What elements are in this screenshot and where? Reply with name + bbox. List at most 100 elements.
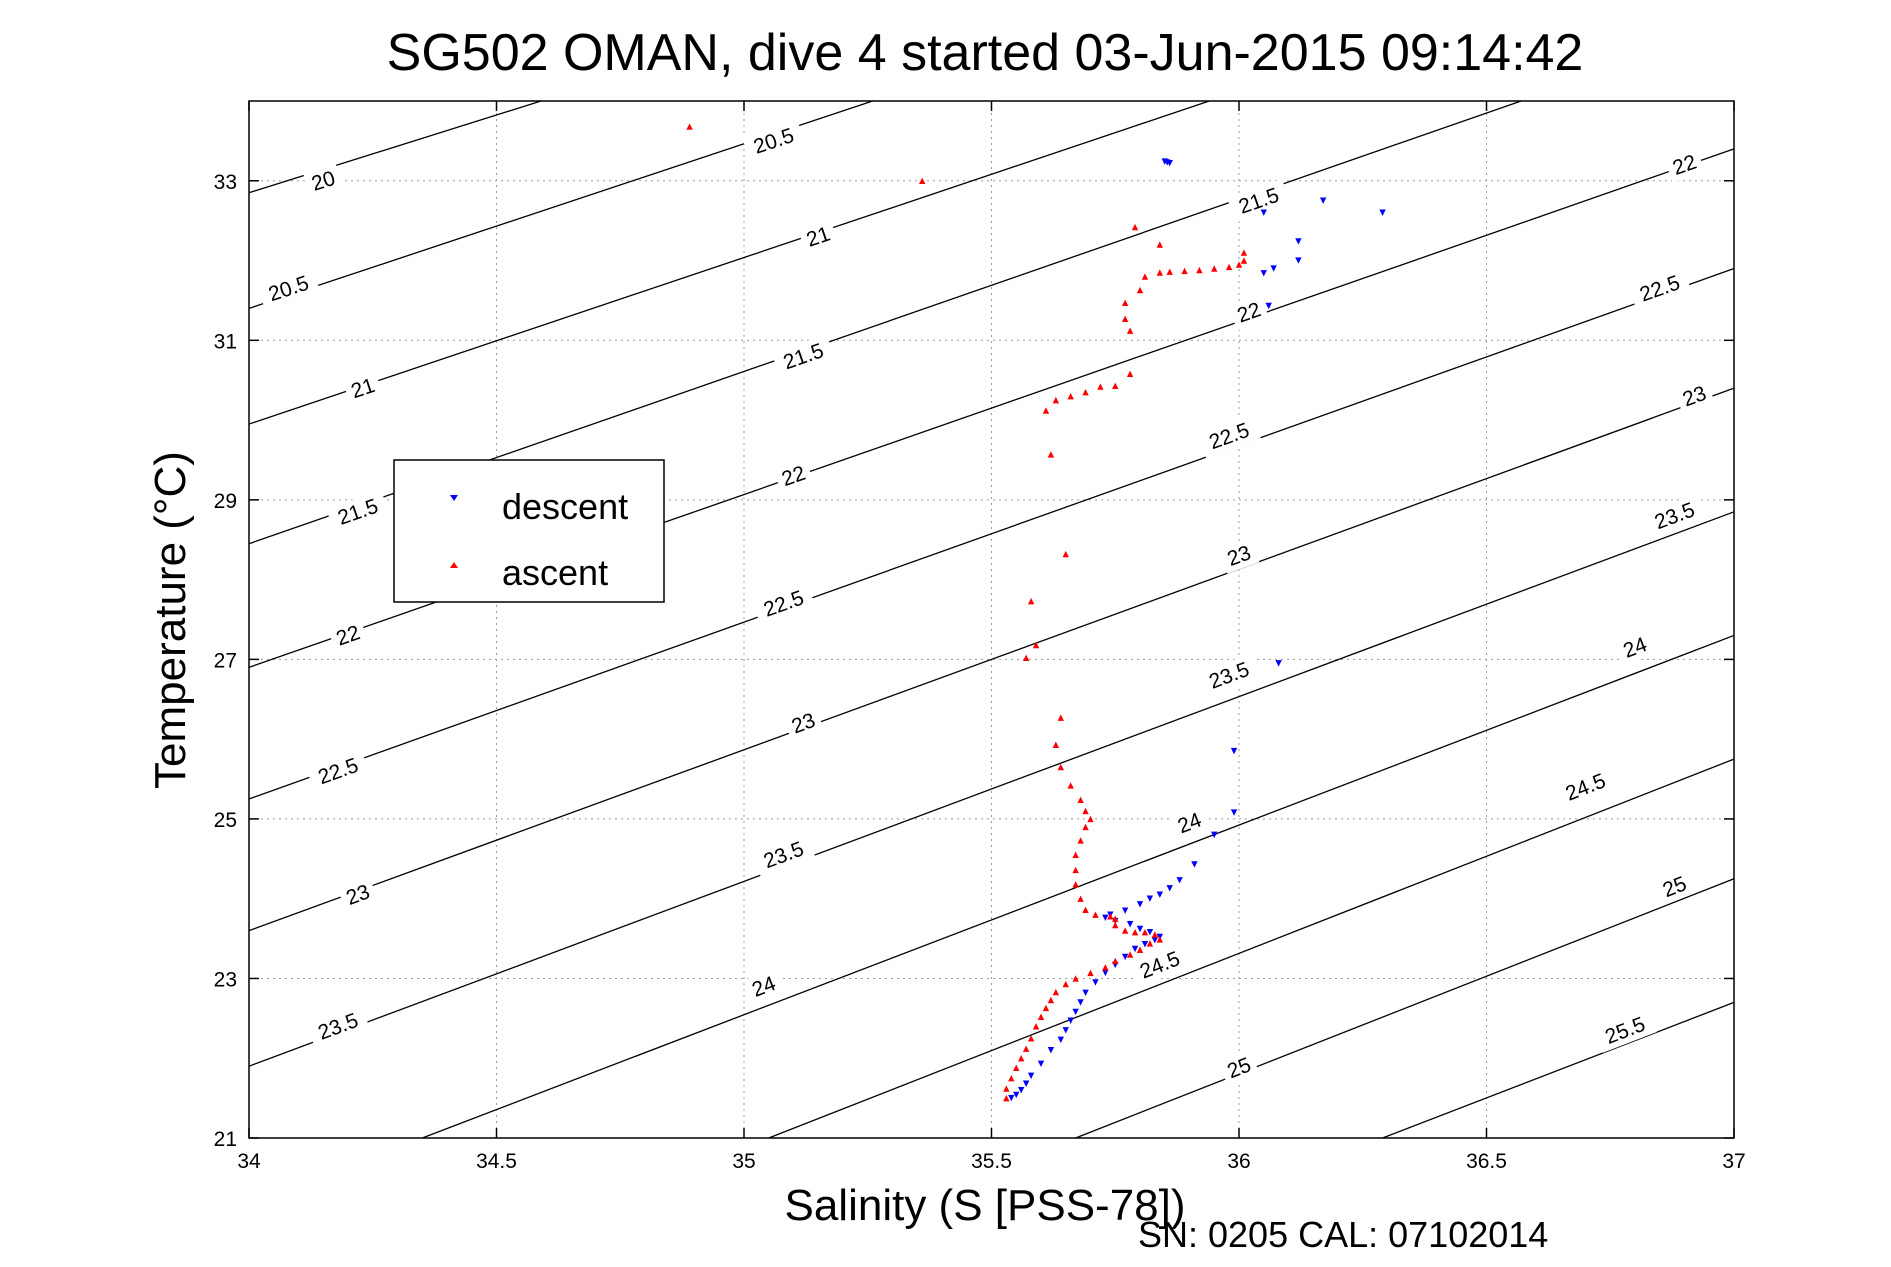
- descent-point: [1295, 257, 1302, 264]
- ascent-point: [1052, 988, 1060, 996]
- ascent-point: [1112, 957, 1119, 965]
- ascent-point: [1121, 927, 1129, 934]
- ascent-point: [1092, 911, 1099, 918]
- ascent-point: [1136, 286, 1144, 294]
- y-tick-label: 25: [214, 809, 237, 832]
- ascent-point: [1022, 654, 1030, 661]
- descent-point: [1037, 1060, 1045, 1068]
- contour-label-background: [326, 490, 390, 534]
- legend-box: [393, 459, 665, 603]
- contour-label-background: [782, 705, 824, 742]
- descent-point: [1102, 914, 1109, 922]
- ascent-point: [1037, 1013, 1045, 1020]
- contour-label-background: [1218, 537, 1260, 574]
- data-points: [686, 123, 1386, 1102]
- descent-point: [1260, 209, 1267, 216]
- descent-point: [1146, 895, 1154, 902]
- contour-label-background: [1664, 146, 1705, 183]
- x-tick-label: 36: [1227, 1150, 1250, 1173]
- ascent-point: [1062, 550, 1069, 558]
- ascent-point: [1112, 382, 1119, 389]
- legend: descent ascent: [393, 459, 665, 603]
- ascent-point: [1032, 1023, 1040, 1030]
- contour-label-group: 25: [1654, 868, 1696, 906]
- legend-descent-marker: [450, 495, 458, 501]
- ascent-point: [1121, 315, 1129, 322]
- contour-label-background: [773, 458, 814, 494]
- descent-point: [1022, 1080, 1030, 1087]
- ascent-point: [1082, 906, 1089, 914]
- ascent-point: [1141, 273, 1149, 280]
- y-tick-label: 23: [214, 968, 237, 991]
- ascent-point: [1057, 763, 1064, 771]
- ascent-point: [1062, 980, 1069, 988]
- ascent-point: [1003, 1094, 1010, 1102]
- descent-point: [1319, 197, 1327, 204]
- y-tick-label: 21: [214, 1128, 237, 1151]
- plot-area: 2020.520.5212121.521.521.52222222222.522…: [248, 100, 1735, 1139]
- y-tick-label: 31: [214, 330, 237, 353]
- contour-label-group: 21: [797, 218, 839, 255]
- descent-point: [1230, 747, 1238, 755]
- contour-label-background: [303, 163, 344, 199]
- x-tick-label: 34: [237, 1150, 261, 1173]
- contour-label-background: [1227, 178, 1291, 223]
- descent-point: [1176, 877, 1183, 884]
- descent-point: [1047, 1047, 1055, 1054]
- descent-point: [1191, 861, 1198, 868]
- ascent-point: [1042, 1004, 1050, 1012]
- descent-point: [1013, 1091, 1020, 1099]
- contour-label-background: [1593, 1007, 1657, 1053]
- descent-point: [1121, 907, 1129, 914]
- ascent-point: [686, 123, 693, 130]
- contour-line: [248, 100, 542, 194]
- ascent-point: [1156, 269, 1163, 276]
- ascent-point: [1008, 1074, 1015, 1082]
- contour-label-group: 22: [327, 617, 369, 654]
- contour-label-background: [306, 1004, 370, 1049]
- descent-point: [1092, 979, 1099, 986]
- ascent-point: [1022, 1045, 1030, 1052]
- descent-point: [1102, 969, 1109, 977]
- ascent-point: [1141, 928, 1149, 936]
- x-axis-ticks: 34 34.5 35 35.5 36 36.5 37: [237, 101, 1746, 1173]
- contour-line: [768, 758, 1735, 1139]
- ascent-point: [1067, 392, 1074, 400]
- ascent-point: [1087, 969, 1094, 977]
- ascent-point: [1156, 936, 1163, 943]
- descent-point: [1164, 159, 1171, 166]
- contour-line: [248, 267, 1735, 800]
- contour-label-group: 23: [782, 705, 824, 742]
- descent-point: [1136, 901, 1144, 908]
- ascent-point: [1082, 807, 1089, 815]
- descent-point: [1151, 936, 1159, 944]
- ascent-point: [1126, 327, 1134, 334]
- contour-line: [248, 511, 1735, 1067]
- ascent-point: [1166, 268, 1173, 275]
- y-axis-label: Temperature (°C): [146, 451, 195, 789]
- legend-ascent-marker: [450, 562, 458, 568]
- ascent-point: [1156, 241, 1163, 248]
- descent-point: [1131, 945, 1139, 953]
- ascent-point: [1067, 782, 1074, 789]
- ascent-point: [1027, 1035, 1035, 1042]
- contour-label-group: 20: [303, 163, 344, 199]
- ascent-point: [1087, 815, 1094, 823]
- ascent-point: [1235, 261, 1243, 268]
- ascent-point: [1126, 951, 1134, 958]
- descent-point: [1379, 209, 1386, 216]
- ascent-point: [1097, 383, 1104, 390]
- descent-point: [1121, 953, 1129, 961]
- contour-label-background: [751, 832, 816, 878]
- y-tick-label: 27: [214, 649, 237, 672]
- contour-label-background: [751, 581, 816, 626]
- contour-label-background: [342, 370, 384, 406]
- contour-label-background: [256, 266, 321, 310]
- descent-point: [1230, 809, 1238, 816]
- ascent-point: [1112, 921, 1119, 929]
- ascent-point: [1107, 913, 1114, 920]
- descent-point: [1156, 891, 1163, 898]
- ascent-point: [1072, 866, 1079, 874]
- x-tick-label: 36.5: [1466, 1150, 1507, 1173]
- contour-label-group: 24: [1168, 804, 1211, 842]
